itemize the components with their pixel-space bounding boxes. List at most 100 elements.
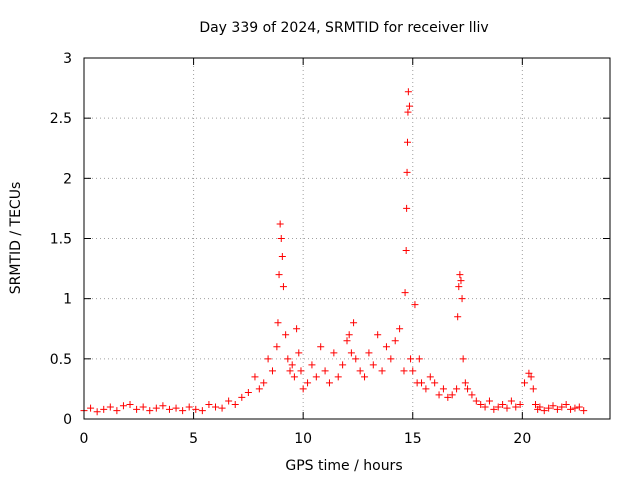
data-point <box>490 405 498 413</box>
data-point <box>321 367 329 375</box>
data-point <box>378 367 386 375</box>
data-point <box>461 379 469 387</box>
data-point <box>308 361 316 369</box>
data-point <box>382 343 390 351</box>
y-axis-label: SRMTID / TECUs <box>8 182 24 295</box>
data-point <box>350 319 358 327</box>
data-point <box>403 168 411 176</box>
data-point <box>152 404 160 412</box>
data-point <box>325 379 333 387</box>
data-point <box>396 325 404 333</box>
data-point <box>422 385 430 393</box>
data-point <box>192 405 200 413</box>
data-point <box>439 385 447 393</box>
data-point <box>352 355 360 363</box>
data-point <box>282 331 290 339</box>
data-point <box>431 379 439 387</box>
data-points <box>80 88 588 416</box>
y-tick-label: 0.5 <box>50 352 72 368</box>
data-point <box>407 355 415 363</box>
data-point <box>499 401 507 409</box>
data-point <box>387 355 395 363</box>
data-point <box>409 367 417 375</box>
data-point <box>279 283 287 291</box>
data-point <box>185 403 193 411</box>
x-tick-label: 5 <box>189 431 198 447</box>
data-point <box>312 373 320 381</box>
data-point <box>545 404 553 412</box>
data-point <box>455 283 463 291</box>
data-point <box>100 405 108 413</box>
data-point <box>567 405 575 413</box>
data-point <box>179 407 187 415</box>
data-point <box>286 367 294 375</box>
data-point <box>343 337 351 345</box>
data-point <box>536 403 544 411</box>
data-point <box>435 391 443 399</box>
data-point <box>411 301 419 309</box>
data-point <box>273 343 281 351</box>
data-point <box>361 373 369 381</box>
data-point <box>356 367 364 375</box>
data-point <box>165 405 173 413</box>
data-point <box>403 204 411 212</box>
data-point <box>562 401 570 409</box>
data-point <box>334 373 342 381</box>
data-point <box>275 271 283 279</box>
data-point <box>448 391 456 399</box>
y-tick-label: 3 <box>63 51 72 67</box>
data-point <box>400 367 408 375</box>
data-point <box>529 385 537 393</box>
data-point <box>426 373 434 381</box>
data-point <box>139 403 147 411</box>
data-point <box>472 397 480 405</box>
data-point <box>284 355 292 363</box>
data-point <box>404 88 412 96</box>
data-point <box>212 403 219 411</box>
data-point <box>494 403 502 411</box>
data-point <box>521 379 529 387</box>
data-point <box>278 253 286 261</box>
data-point <box>231 401 239 409</box>
data-point <box>458 295 466 303</box>
data-point <box>481 403 489 411</box>
data-point <box>575 403 583 411</box>
data-point <box>244 389 252 397</box>
data-point <box>255 385 263 393</box>
data-point <box>133 405 141 413</box>
data-point <box>456 271 464 279</box>
data-point <box>403 138 411 146</box>
data-point <box>276 220 284 228</box>
data-point <box>290 373 298 381</box>
data-point <box>339 361 347 369</box>
axis-ticks <box>83 57 610 420</box>
data-point <box>459 355 467 363</box>
x-axis-label: GPS time / hours <box>285 458 402 474</box>
data-point <box>457 277 465 285</box>
data-point <box>293 325 301 333</box>
data-point <box>571 404 579 412</box>
data-point <box>330 349 338 357</box>
data-point <box>405 102 413 110</box>
data-point <box>172 404 180 412</box>
data-point <box>113 407 121 415</box>
data-point <box>525 369 533 377</box>
plot-frame <box>83 57 611 420</box>
x-tick-label: 10 <box>294 431 312 447</box>
data-point <box>415 355 423 363</box>
data-point <box>444 393 452 401</box>
grid-layer <box>84 58 610 419</box>
x-tick-label: 0 <box>80 431 89 447</box>
data-point <box>218 404 226 412</box>
data-point <box>507 397 515 405</box>
y-tick-label: 2 <box>63 171 72 187</box>
data-point <box>404 108 412 116</box>
x-tick-label: 15 <box>404 431 422 447</box>
data-point <box>93 408 101 416</box>
data-point <box>268 367 276 375</box>
data-point <box>553 405 561 413</box>
data-point <box>477 401 485 409</box>
data-point <box>251 373 259 381</box>
chart-title: Day 339 of 2024, SRMTID for receiver lli… <box>199 20 488 36</box>
